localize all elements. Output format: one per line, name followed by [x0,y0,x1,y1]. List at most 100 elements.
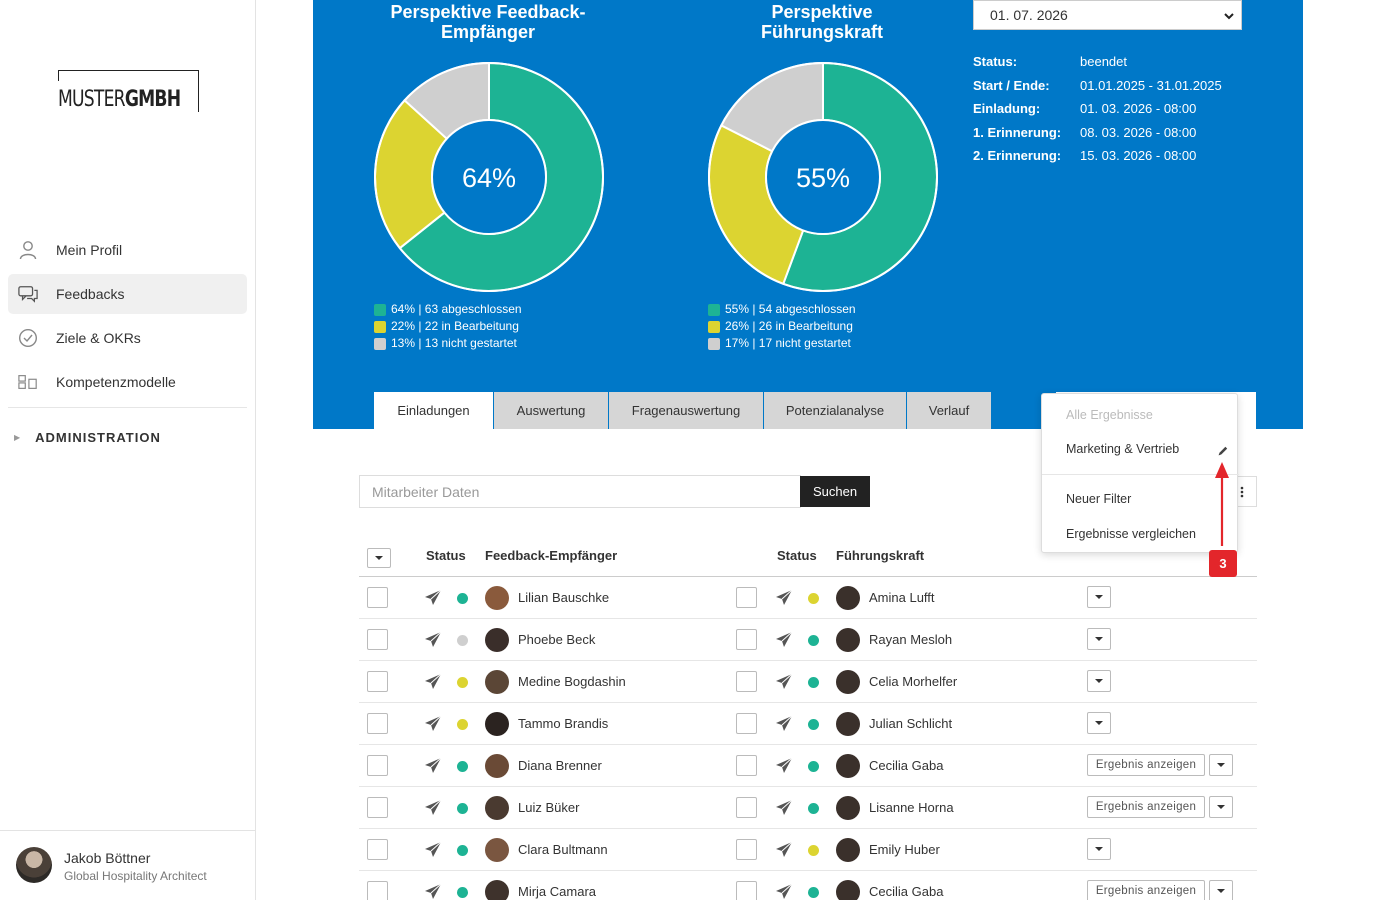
send-icon[interactable] [775,757,793,775]
company-logo[interactable]: MUSTERGMBH [58,70,200,112]
send-icon[interactable] [424,673,442,691]
pencil-icon[interactable] [1217,445,1229,457]
show-result-button[interactable]: Ergebnis anzeigen [1087,796,1205,818]
chart-title-manager-line2: Führungskraft [760,22,883,42]
send-icon[interactable] [775,883,793,900]
donut-hole [431,119,547,235]
legend-swatch [374,320,386,333]
table-row: Tammo Brandis Julian Schlicht [359,703,1257,745]
recipient-checkbox[interactable] [367,629,388,650]
send-icon[interactable] [775,673,793,691]
recipient-checkbox[interactable] [367,713,388,734]
menu-item-marketing-vertrieb[interactable]: Marketing & Vertrieb [1066,442,1180,456]
recipient-checkbox[interactable] [367,797,388,818]
status-dot [457,845,468,856]
manager-checkbox[interactable] [736,629,757,650]
nav-item-kompetenzmodelle[interactable]: Kompetenzmodelle [8,362,247,402]
info-row: 2. Erinnerung: 15. 03. 2026 - 08:00 [973,144,1222,168]
manager-checkbox[interactable] [736,587,757,608]
tab-potenzialanalyse[interactable]: Potenzialanalyse [764,392,907,429]
logo-text-part2: GMBH [124,87,181,112]
donut-center-label: 55% [796,163,850,193]
send-icon[interactable] [775,841,793,859]
recipient-checkbox[interactable] [367,839,388,860]
send-icon[interactable] [424,883,442,900]
menu-item-new-filter[interactable]: Neuer Filter [1066,492,1132,506]
tab-verlauf[interactable]: Verlauf [907,392,992,429]
row-actions-dropdown[interactable] [1209,754,1233,776]
manager-checkbox[interactable] [736,713,757,734]
nav-item-administration[interactable]: ▶ ADMINISTRATION [14,430,161,445]
legend-entry: 22% | 22 in Bearbeitung [374,318,522,335]
chart-title-recipient: Perspektive Feedback- Empfänger [363,2,613,42]
search-input[interactable]: Mitarbeiter Daten [359,475,801,508]
send-icon[interactable] [424,757,442,775]
recipient-checkbox[interactable] [367,587,388,608]
recipient-checkbox[interactable] [367,671,388,692]
row-actions-dropdown[interactable] [1087,586,1111,608]
admin-label: ADMINISTRATION [35,430,161,445]
tab-bar: Einladungen Auswertung Fragenauswertung … [374,392,992,429]
recipient-name[interactable]: Medine Bogdashin [518,674,626,689]
user-profile[interactable]: Jakob Böttner Global Hospitality Archite… [0,830,255,900]
recipient-name[interactable]: Phoebe Beck [518,632,596,647]
manager-checkbox[interactable] [736,671,757,692]
recipient-name[interactable]: Luiz Büker [518,800,580,815]
row-actions-dropdown[interactable] [1087,712,1111,734]
bulk-select-dropdown[interactable] [367,548,391,568]
menu-item-compare-results[interactable]: Ergebnisse vergleichen [1066,527,1196,541]
manager-name[interactable]: Amina Lufft [869,590,935,605]
nav-item-mein-profil[interactable]: Mein Profil [8,230,247,270]
manager-name[interactable]: Emily Huber [869,842,940,857]
recipient-name[interactable]: Mirja Camara [518,884,597,899]
manager-name[interactable]: Cecilia Gaba [869,884,944,899]
row-actions-dropdown[interactable] [1087,838,1111,860]
manager-checkbox[interactable] [736,839,757,860]
tab-fragenauswertung[interactable]: Fragenauswertung [609,392,764,429]
send-icon[interactable] [775,715,793,733]
tab-auswertung[interactable]: Auswertung [494,392,609,429]
manager-checkbox[interactable] [736,881,757,900]
recipient-name[interactable]: Lilian Bauschke [518,590,610,605]
send-icon[interactable] [775,631,793,649]
search-button[interactable]: Suchen [800,476,870,507]
nav-label-kompetenzmodelle: Kompetenzmodelle [56,374,176,390]
manager-checkbox[interactable] [736,755,757,776]
date-select[interactable]: 01. 07. 2026 [973,0,1242,30]
row-actions-dropdown[interactable] [1087,670,1111,692]
send-icon[interactable] [424,841,442,859]
manager-checkbox[interactable] [736,797,757,818]
send-icon[interactable] [424,589,442,607]
send-icon[interactable] [424,715,442,733]
avatar [836,838,860,862]
recipient-checkbox[interactable] [367,881,388,900]
row-actions-dropdown[interactable] [1209,796,1233,818]
manager-name[interactable]: Lisanne Horna [869,800,954,815]
tab-einladungen[interactable]: Einladungen [374,392,494,429]
recipient-name[interactable]: Tammo Brandis [518,716,609,731]
send-icon[interactable] [775,799,793,817]
recipient-checkbox[interactable] [367,755,388,776]
recipient-name[interactable]: Diana Brenner [518,758,602,773]
recipient-name[interactable]: Clara Bultmann [518,842,608,857]
avatar [485,628,509,652]
status-dot [808,803,819,814]
send-icon[interactable] [775,589,793,607]
send-icon[interactable] [424,631,442,649]
date-select-value: 01. 07. 2026 [990,7,1068,23]
row-actions-dropdown[interactable] [1209,880,1233,900]
send-icon[interactable] [424,799,442,817]
manager-name[interactable]: Julian Schlicht [869,716,953,731]
manager-name[interactable]: Celia Morhelfer [869,674,958,689]
manager-name[interactable]: Rayan Mesloh [869,632,953,647]
manager-name[interactable]: Cecilia Gaba [869,758,944,773]
show-result-button[interactable]: Ergebnis anzeigen [1087,754,1205,776]
nav-item-feedbacks[interactable]: Feedbacks [8,274,247,314]
row-actions-dropdown[interactable] [1087,628,1111,650]
donut-chart-manager: 55% [708,62,938,292]
donut-outline [374,62,604,292]
nav-item-ziele-okrs[interactable]: Ziele & OKRs [8,318,247,358]
avatar [836,628,860,652]
avatar [836,712,860,736]
show-result-button[interactable]: Ergebnis anzeigen [1087,880,1205,900]
